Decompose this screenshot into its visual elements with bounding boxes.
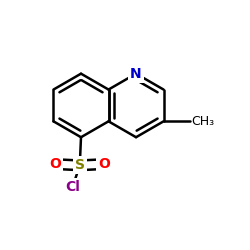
Text: CH₃: CH₃ (192, 115, 215, 128)
Text: O: O (50, 157, 61, 171)
Text: N: N (130, 67, 142, 81)
Text: O: O (98, 157, 110, 171)
Text: Cl: Cl (65, 180, 80, 194)
Text: S: S (75, 158, 85, 172)
